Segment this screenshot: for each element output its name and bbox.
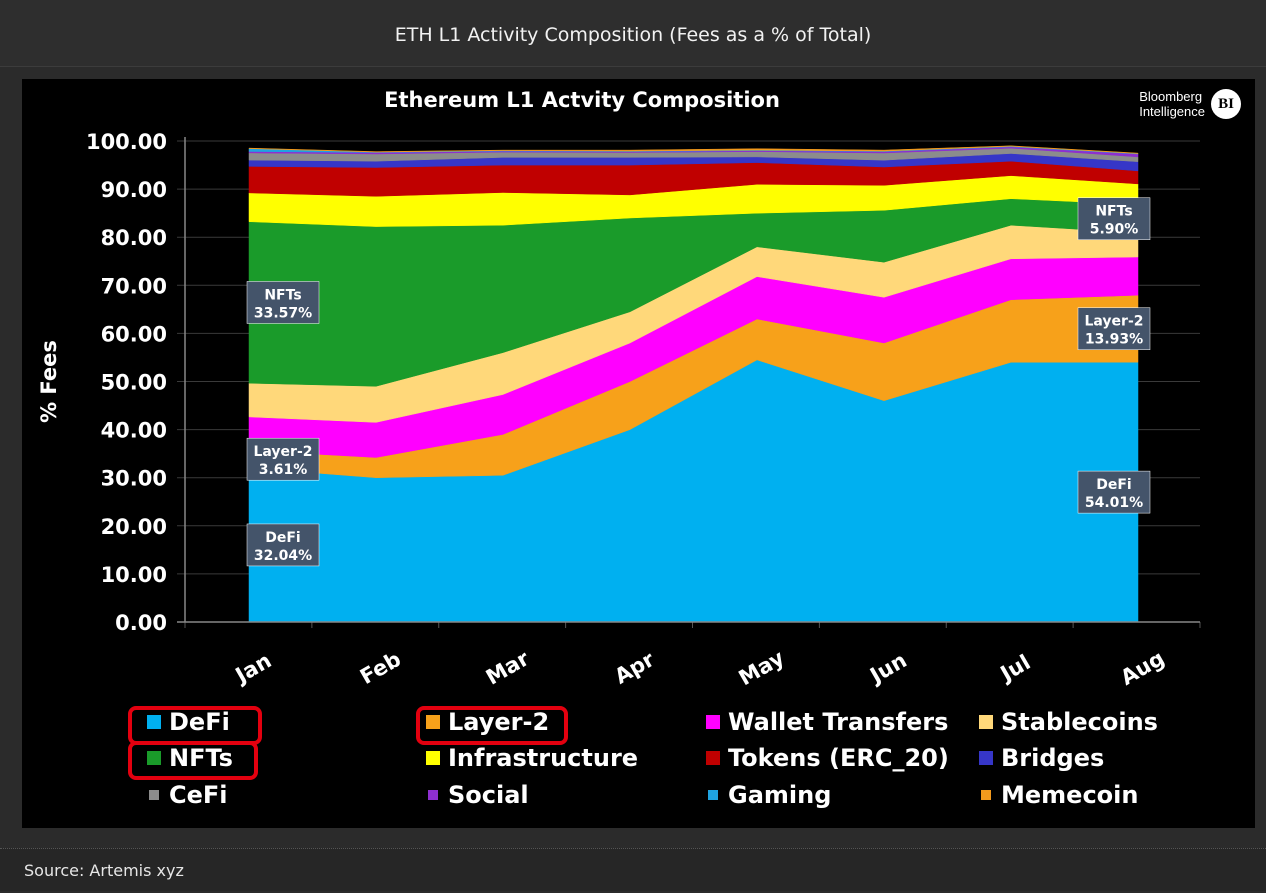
brand-line-2: Intelligence [1139, 104, 1205, 119]
x-tick-label: May [735, 645, 789, 690]
area-memecoin [248, 145, 1139, 154]
annotation-value: 13.93% [1085, 332, 1143, 348]
page-title: ETH L1 Activity Composition (Fees as a %… [0, 0, 1266, 67]
annotation-label: DeFi [265, 530, 300, 546]
annotation-value: 33.57% [254, 305, 312, 321]
annotation-label: NFTs [264, 287, 301, 303]
y-tick-label: 60.00 [101, 322, 167, 346]
annotation-box [1077, 470, 1151, 514]
annotation-value: 54.01% [1085, 495, 1143, 511]
annotation-box [246, 523, 320, 567]
source-note: Source: Artemis xyz [0, 848, 1266, 891]
y-tick-label: 40.00 [101, 419, 167, 443]
y-tick-label: 20.00 [101, 515, 167, 539]
x-tick-label: Aug [1116, 646, 1168, 690]
brand-line-1: Bloomberg [1139, 89, 1203, 104]
annotation-box [1077, 197, 1151, 240]
y-tick-label: 80.00 [101, 226, 167, 250]
annotation-box [246, 437, 320, 481]
y-tick-label: 90.00 [101, 178, 167, 202]
annotation-value: 3.61% [259, 462, 308, 478]
y-tick-label: 100.00 [86, 130, 167, 154]
chart-title: Ethereum L1 Actvity Composition [384, 88, 780, 112]
annotation-value: 5.90% [1090, 222, 1139, 238]
x-tick-label: Mar [482, 646, 534, 690]
chart-panel: Ethereum L1 Actvity Composition 0.00 10.00… [22, 79, 1255, 828]
x-tick-label: Jun [864, 648, 910, 689]
brand-text: Bloomberg Intelligence [1139, 89, 1205, 119]
y-tick-label: 70.00 [101, 274, 167, 298]
x-tick-label: Jul [995, 650, 1035, 687]
y-tick-label: 0.00 [115, 611, 167, 635]
x-tick-label: Apr [610, 647, 659, 689]
annotation-label: NFTs [1095, 204, 1132, 220]
annotation-label: DeFi [1096, 477, 1131, 493]
annotation-box [246, 281, 320, 324]
stacked-area-chart: Ethereum L1 Actvity Composition 0.00 10.00… [37, 88, 1201, 690]
x-tick-label: Jan [230, 648, 276, 688]
bloomberg-intelligence-logo: Bloomberg Intelligence BI [1139, 89, 1241, 119]
annotation-label: Layer-2 [253, 444, 312, 460]
annotation-box [1077, 307, 1151, 350]
x-tick-label: Feb [356, 647, 405, 689]
y-axis-label: % Fees [37, 340, 61, 423]
y-tick-label: 30.00 [101, 467, 167, 491]
annotation-value: 32.04% [254, 548, 312, 564]
annotation-label: Layer-2 [1084, 314, 1143, 330]
y-tick-label: 10.00 [101, 563, 167, 587]
bi-badge-icon: BI [1211, 89, 1241, 119]
y-tick-label: 50.00 [101, 371, 167, 395]
